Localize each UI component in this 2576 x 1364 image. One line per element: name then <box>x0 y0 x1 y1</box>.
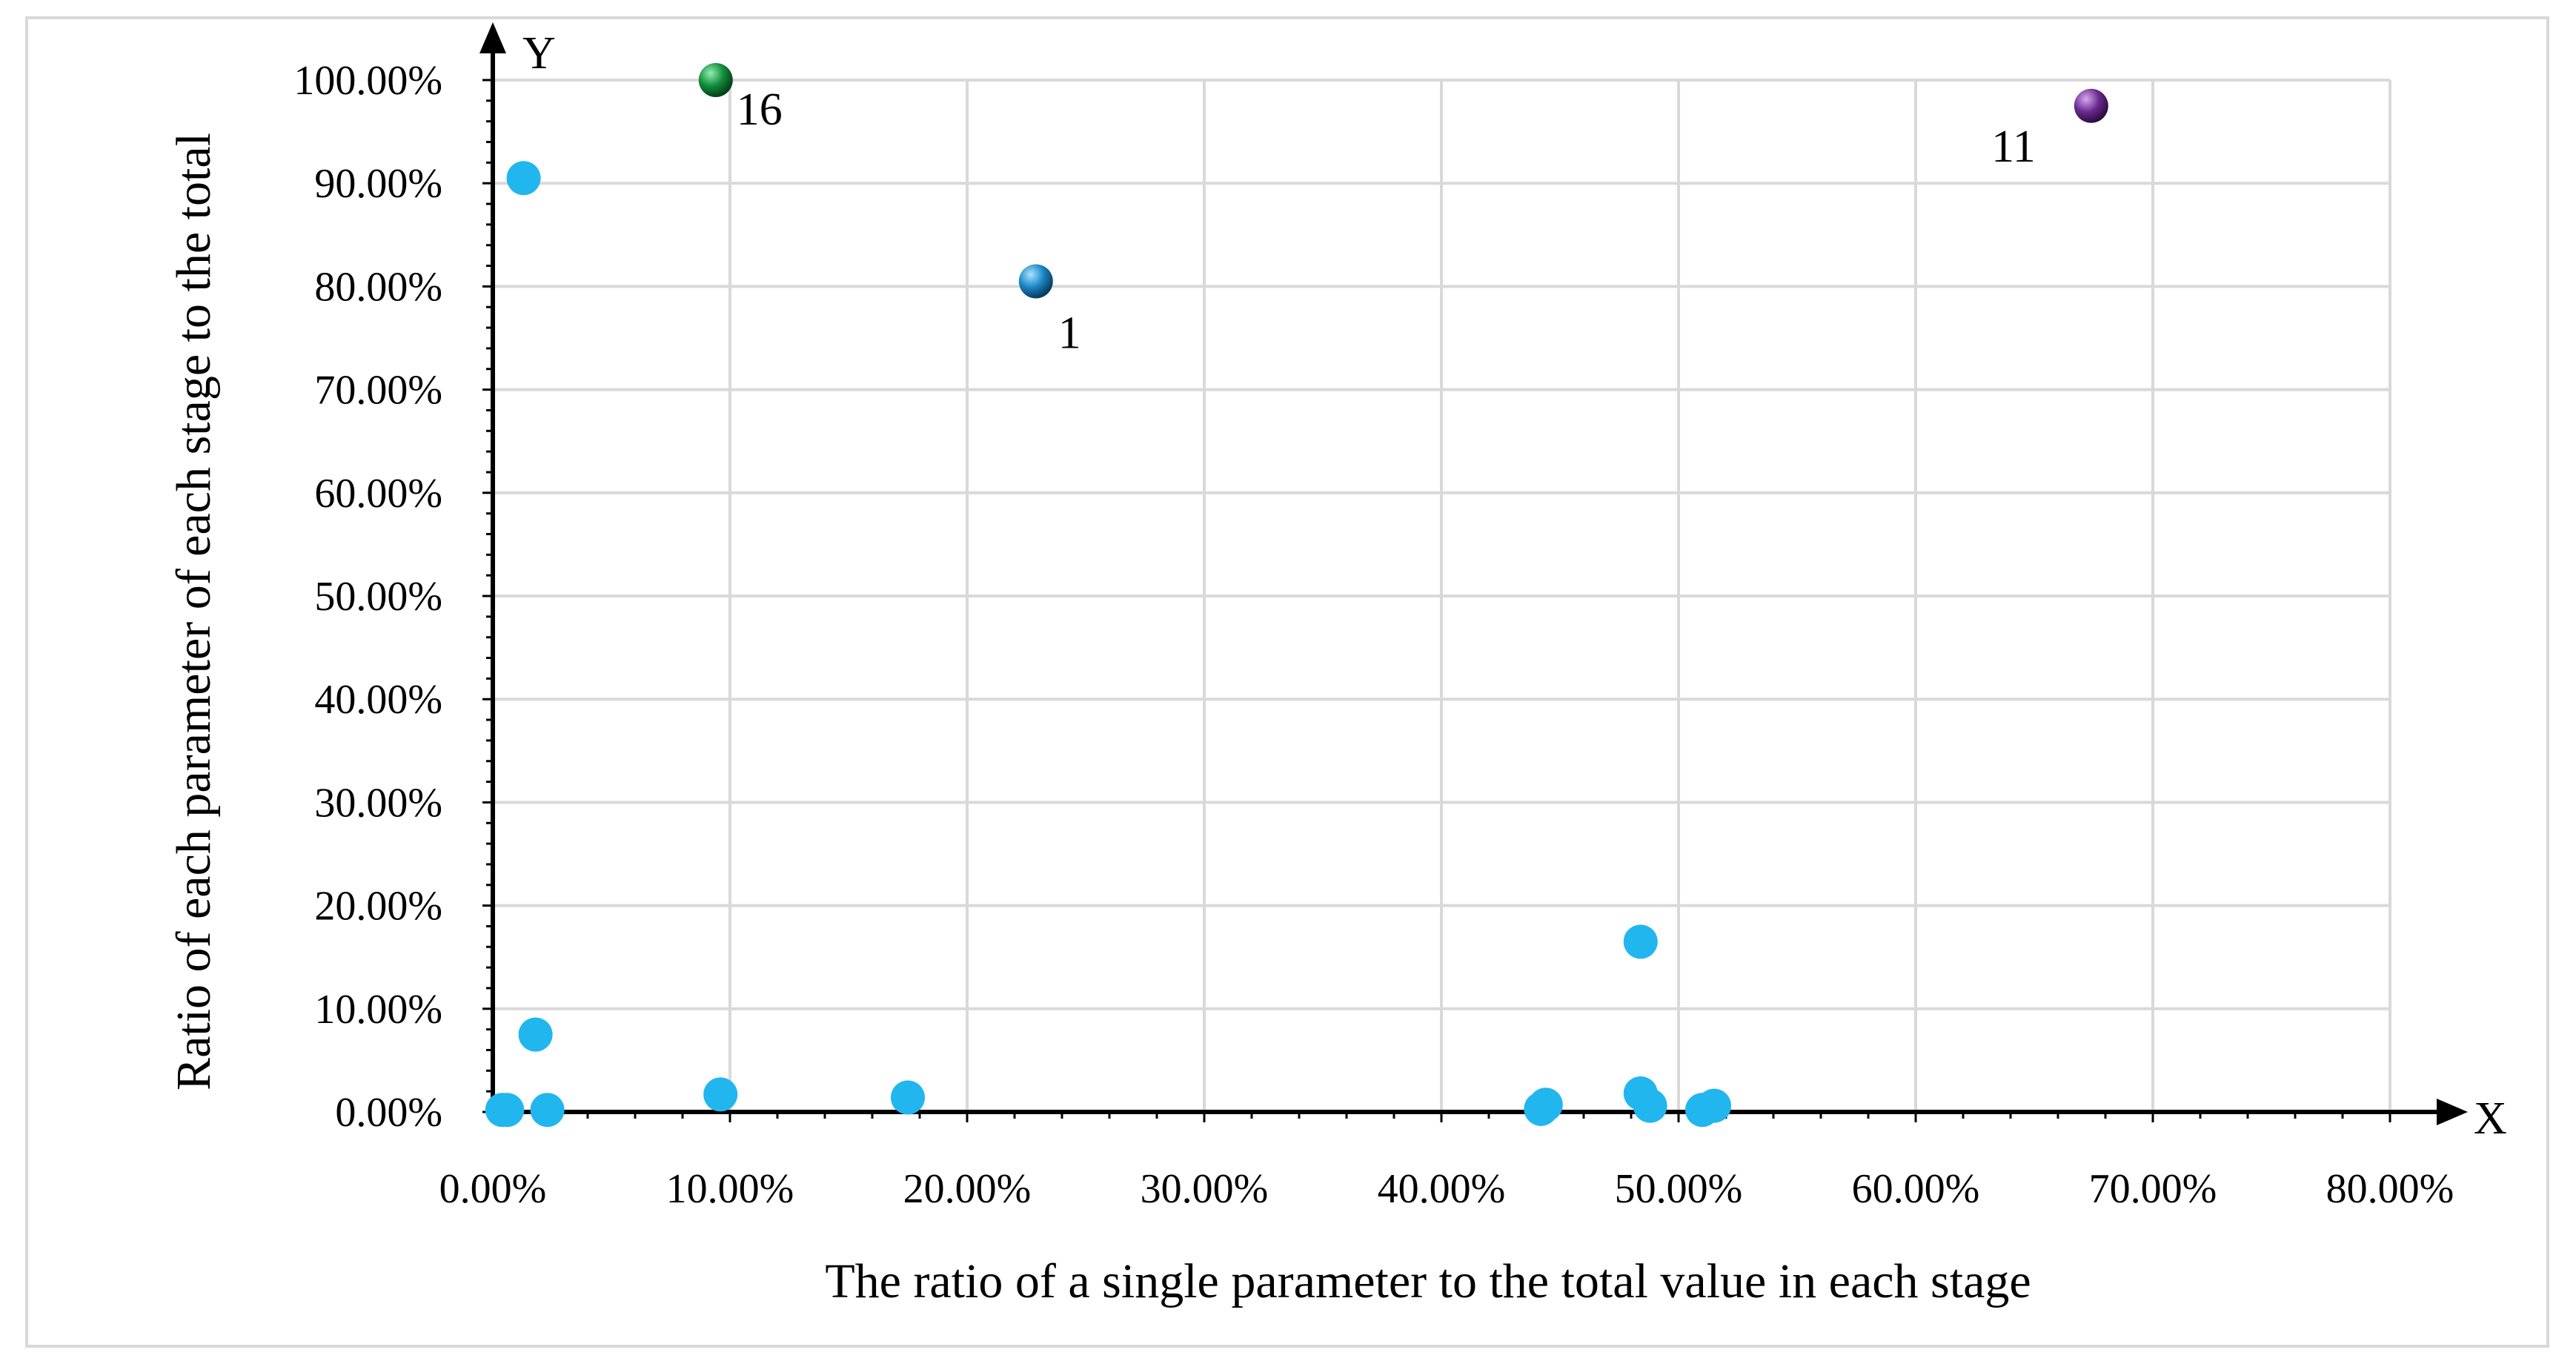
data-point <box>506 161 541 196</box>
x-tick-label: 70.00% <box>2089 1166 2217 1212</box>
axis-layer <box>479 22 2468 1125</box>
y-tick-label: 20.00% <box>314 884 442 930</box>
x-axis-letter: X <box>2474 1093 2507 1144</box>
x-tick-label: 30.00% <box>1141 1166 1269 1212</box>
data-point <box>490 1093 525 1128</box>
data-point <box>1697 1088 1731 1123</box>
x-tick-label: 10.00% <box>666 1166 794 1212</box>
data-point-11 <box>2074 88 2108 123</box>
y-tick-label: 60.00% <box>314 471 442 517</box>
y-tick-labels: 0.00% 10.00% 20.00% 30.00% 40.00% 50.00% 60.00… <box>293 58 442 1136</box>
y-axis-arrow <box>479 22 506 53</box>
y-axis-title: Ratio of each parameter of each stage to… <box>167 133 221 1090</box>
data-point <box>703 1077 738 1112</box>
x-tick-label: 40.00% <box>1378 1166 1506 1212</box>
y-axis-letter: Y <box>522 28 556 79</box>
y-tick-label: 10.00% <box>314 987 442 1033</box>
data-label: 1 <box>1058 308 1081 358</box>
data-point <box>530 1093 565 1128</box>
data-label: 16 <box>737 85 783 135</box>
x-tick-label: 50.00% <box>1615 1166 1743 1212</box>
data-point <box>1528 1087 1563 1122</box>
x-axis-title: The ratio of a single parameter to the t… <box>825 1254 2031 1308</box>
x-tick-label: 80.00% <box>2326 1166 2454 1212</box>
x-tick-labels: 0.00% 10.00% 20.00% 30.00% 40.00% 50.00% 60.00… <box>439 1166 2454 1212</box>
y-tick-label: 90.00% <box>314 161 442 207</box>
data-point <box>1623 924 1658 959</box>
y-tick-label: 50.00% <box>314 574 442 620</box>
y-tick-label: 80.00% <box>314 264 442 310</box>
data-points <box>485 63 2108 1128</box>
y-tick-label: 100.00% <box>293 58 442 104</box>
y-tick-label: 30.00% <box>314 780 442 826</box>
x-axis-arrow <box>2437 1099 2468 1125</box>
data-point-16 <box>698 63 733 97</box>
x-tick-label: 60.00% <box>1852 1166 1980 1212</box>
y-tick-label: 70.00% <box>314 368 442 414</box>
chart-frame <box>25 16 2549 1348</box>
x-tick-label: 0.00% <box>439 1166 547 1212</box>
y-tick-label: 0.00% <box>335 1090 442 1136</box>
data-point <box>891 1080 925 1115</box>
x-tick-label: 20.00% <box>903 1166 1032 1212</box>
data-label: 11 <box>1991 122 2036 172</box>
grid-layer <box>493 79 2391 1112</box>
data-point <box>518 1017 553 1052</box>
data-point-1 <box>1018 264 1053 299</box>
data-point <box>1633 1088 1667 1123</box>
y-tick-label: 40.00% <box>314 677 442 723</box>
